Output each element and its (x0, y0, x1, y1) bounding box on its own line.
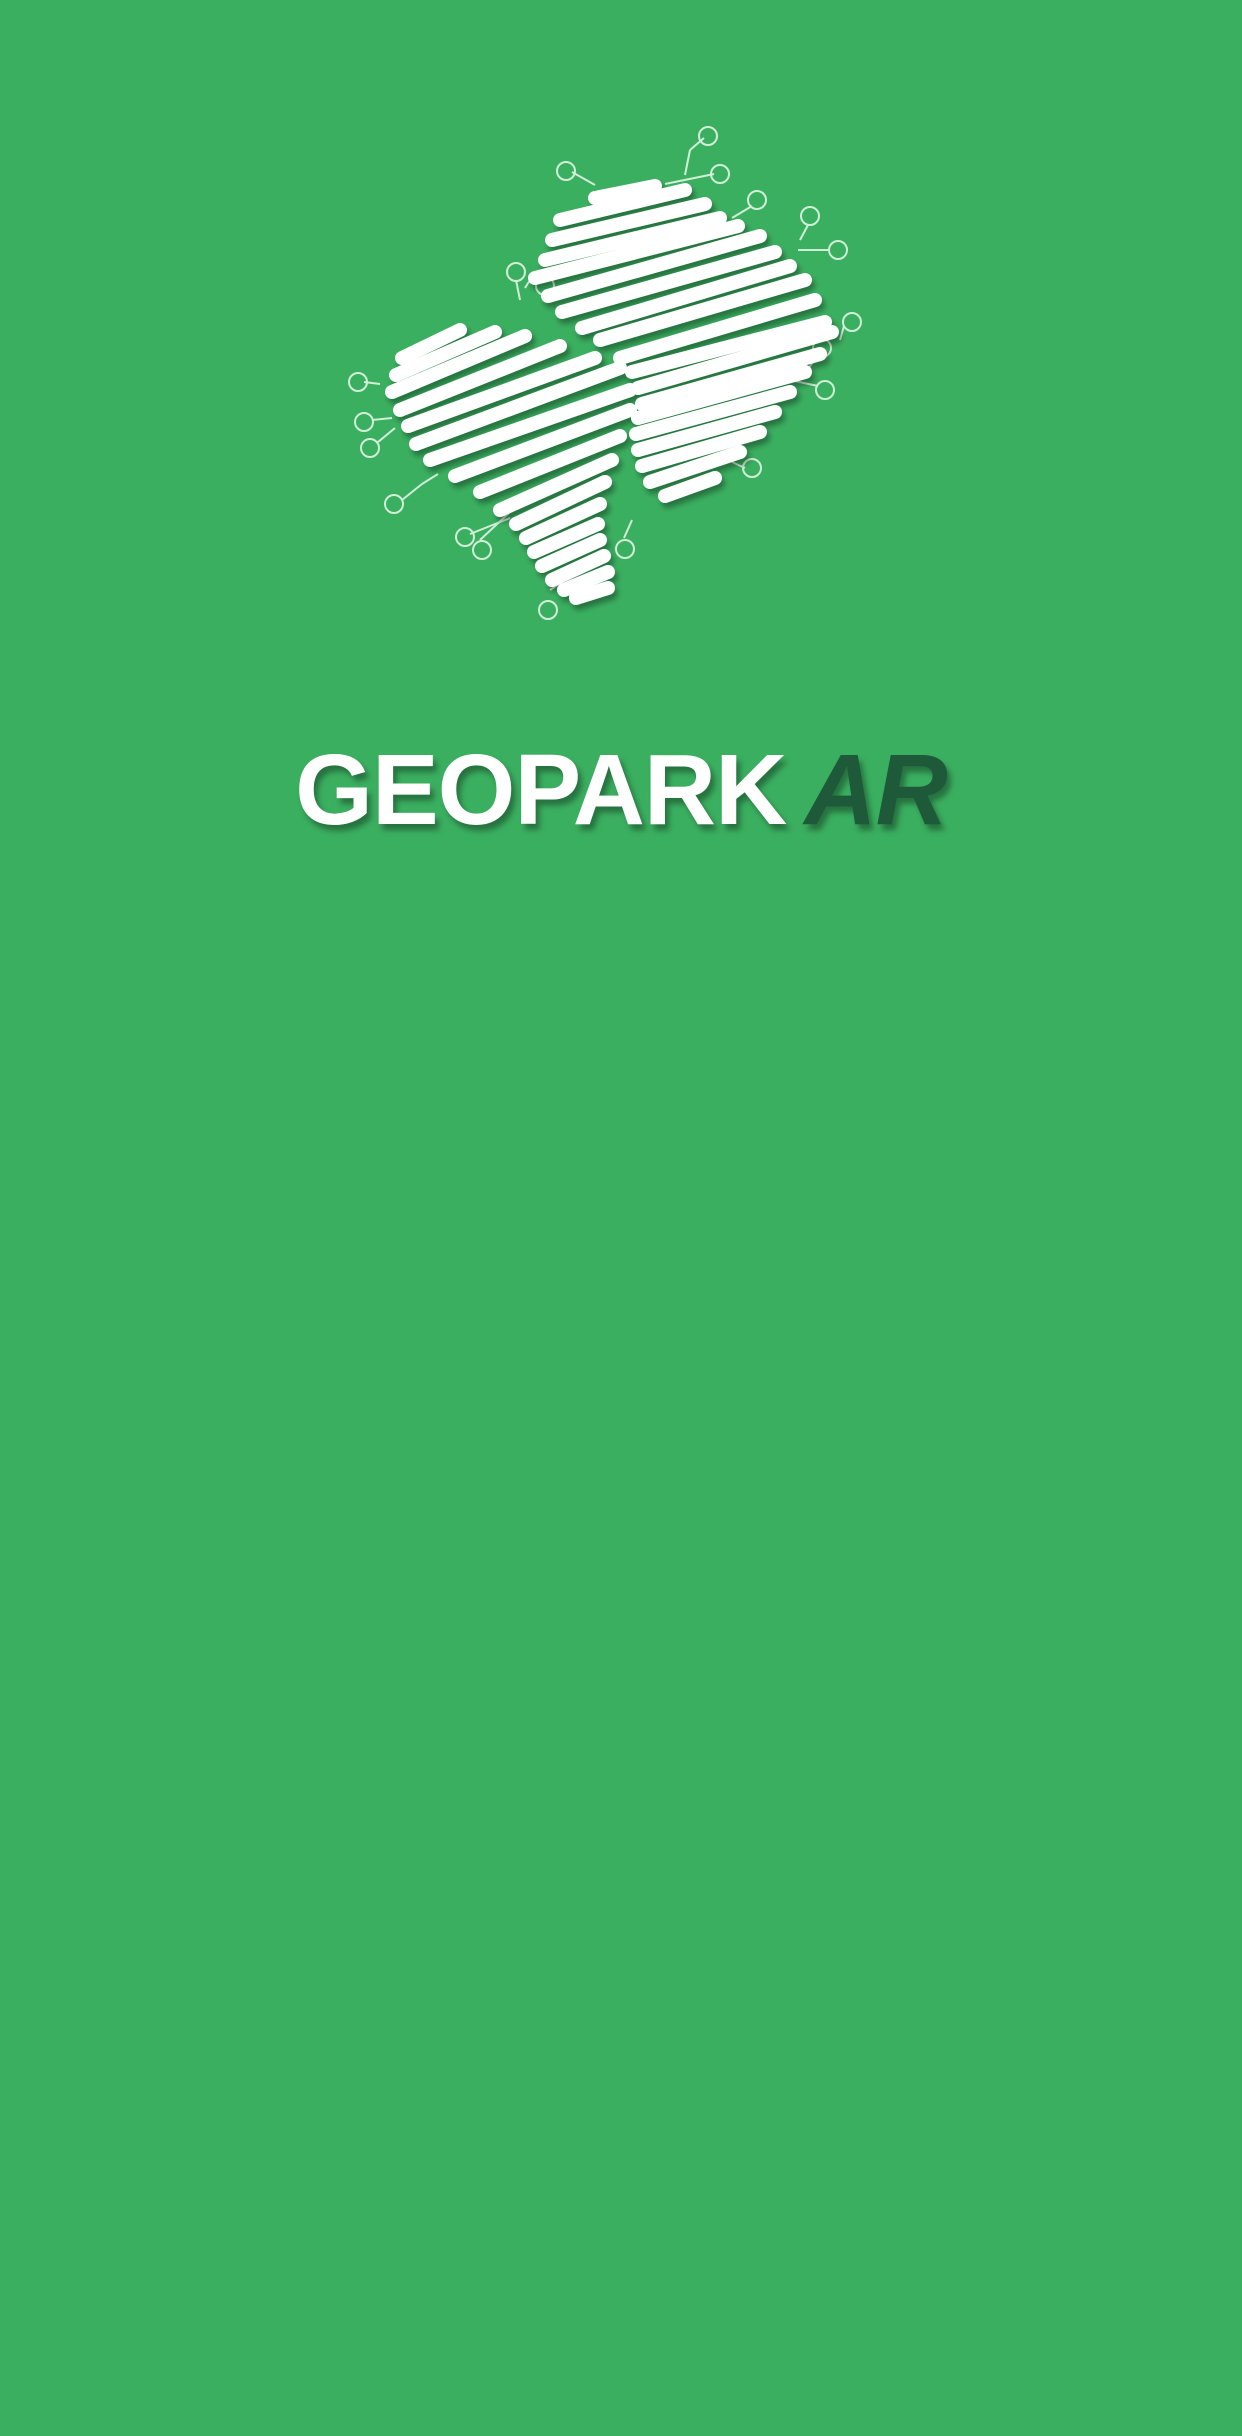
geopark-scribble-logo-icon (348, 126, 862, 620)
app-title-accent: AR (804, 734, 947, 846)
app-title-main: GEOPARK (295, 734, 787, 846)
app-title: GEOPARK AR (0, 730, 1242, 850)
